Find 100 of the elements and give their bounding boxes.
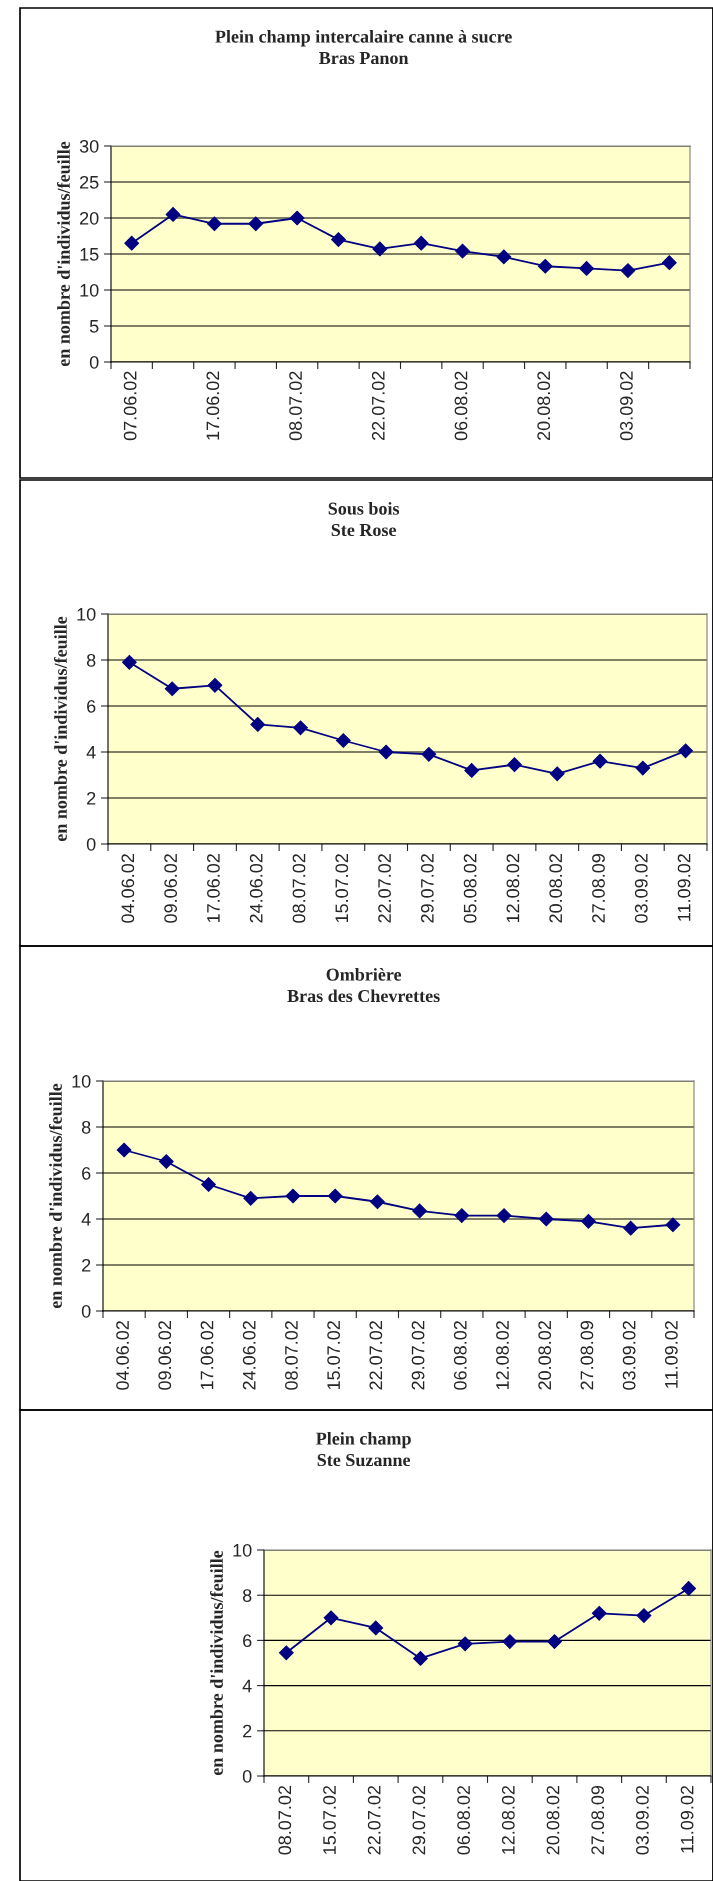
y-tick-label: 8 [86, 653, 96, 667]
x-tick-label: 22.07.02 [367, 1785, 381, 1855]
y-tick-label: 15 [80, 248, 99, 261]
point [327, 1188, 343, 1204]
chart-title: Plein champ Ste Suzanne [316, 1432, 411, 1467]
point [278, 1645, 294, 1661]
x-tick-label: 08.07.02 [278, 1785, 292, 1855]
point [620, 263, 636, 278]
point [331, 232, 346, 247]
y-tick-label: 30 [79, 139, 99, 153]
x-tick-label: 15.07.02 [327, 1321, 341, 1390]
point [635, 760, 651, 776]
point [636, 1608, 652, 1623]
x-tick-label: 04.06.02 [121, 854, 135, 923]
point [285, 1188, 301, 1204]
y-tick-label: 8 [242, 1589, 252, 1602]
point [454, 1208, 470, 1223]
point [681, 1581, 697, 1596]
point [457, 1636, 473, 1652]
y-axis-title: en nombre d'individus/feuille [210, 1550, 223, 1776]
point [623, 1220, 639, 1236]
x-tick-label: 11.09.02 [677, 854, 691, 921]
y-tick-label: 25 [80, 175, 99, 189]
point [665, 1217, 681, 1233]
x-tick-label: 04.06.02 [116, 1321, 129, 1390]
point [537, 258, 553, 274]
point [678, 743, 693, 759]
point [250, 717, 266, 732]
y-tick-label: 5 [89, 320, 99, 333]
point [455, 243, 470, 259]
x-tick-label: 15.07.02 [335, 854, 349, 923]
y-tick-label: 0 [86, 837, 96, 851]
point [496, 1208, 512, 1223]
x-tick-label: 17.06.02 [207, 854, 220, 923]
point [201, 1177, 216, 1192]
x-tick-label: 05.08.02 [463, 854, 477, 923]
x-tick-label: 17.06.02 [206, 371, 220, 440]
x-tick-label: 09.06.02 [164, 854, 178, 923]
x-tick-label: 03.09.02 [620, 371, 633, 441]
point [122, 654, 137, 670]
y-tick-label: 4 [86, 746, 96, 759]
point [464, 763, 480, 778]
point [496, 249, 512, 265]
chart-title: Sous bois Ste Rose [328, 502, 400, 537]
x-tick-label: 03.09.02 [634, 854, 648, 923]
y-tick-label: 2 [243, 1724, 252, 1738]
point [158, 1154, 174, 1169]
x-tick-label: 20.08.02 [546, 1785, 560, 1855]
y-axis-title: en nombre d'individus/feuille [57, 141, 70, 367]
x-tick-label: 22.07.02 [369, 1321, 383, 1390]
y-tick-label: 10 [80, 283, 99, 297]
point [335, 733, 351, 748]
point [591, 1605, 607, 1621]
x-tick-label: 17.06.02 [200, 1321, 214, 1390]
x-tick-label: 27.08.09 [580, 1321, 594, 1390]
x-tick-label: 20.08.02 [538, 1321, 552, 1390]
y-tick-label: 4 [81, 1213, 91, 1226]
point [592, 753, 608, 769]
point [538, 1211, 554, 1227]
point [248, 216, 264, 232]
point [549, 766, 565, 782]
x-tick-label: 15.07.02 [323, 1785, 336, 1854]
x-tick-label: 11.09.02 [664, 1321, 678, 1388]
y-tick-label: 6 [243, 1634, 252, 1648]
point [323, 1610, 339, 1626]
point [661, 255, 677, 271]
x-tick-label: 22.07.02 [371, 371, 385, 441]
x-tick-label: 08.07.02 [292, 854, 306, 923]
y-tick-label: 10 [77, 607, 96, 621]
chart-title: Plein champ intercalaire canne à sucre Bras Panon [215, 30, 512, 65]
x-tick-label: 24.06.02 [249, 854, 263, 923]
point [116, 1142, 132, 1158]
point [502, 1634, 518, 1649]
point [165, 207, 181, 222]
x-tick-label: 07.06.02 [123, 371, 137, 441]
point [243, 1190, 259, 1206]
x-tick-label: 20.08.02 [537, 371, 551, 441]
y-tick-label: 0 [89, 355, 99, 369]
point [412, 1203, 427, 1219]
y-tick-label: 0 [81, 1304, 91, 1318]
x-tick-label: 06.08.02 [453, 1321, 467, 1390]
point [378, 744, 394, 760]
y-tick-label: 0 [242, 1769, 252, 1783]
chart-title: Ombrière Bras des Chevrettes [287, 967, 440, 1003]
point [368, 1620, 384, 1636]
x-tick-label: 27.08.09 [592, 854, 605, 923]
x-tick-label: 22.07.02 [378, 854, 391, 923]
point [372, 241, 388, 257]
x-tick-label: 29.07.02 [411, 1321, 425, 1390]
x-tick-label: 12.08.02 [496, 1321, 509, 1390]
x-tick-label: 11.09.02 [680, 1785, 694, 1853]
y-tick-label: 6 [82, 1166, 91, 1180]
x-tick-label: 27.08.09 [591, 1785, 605, 1855]
point [207, 677, 223, 693]
x-tick-label: 03.09.02 [636, 1785, 649, 1855]
x-tick-label: 09.06.02 [158, 1321, 172, 1390]
point [289, 210, 305, 226]
x-tick-label: 29.07.02 [420, 854, 434, 923]
point [293, 720, 308, 736]
x-tick-label: 08.07.02 [289, 371, 302, 441]
